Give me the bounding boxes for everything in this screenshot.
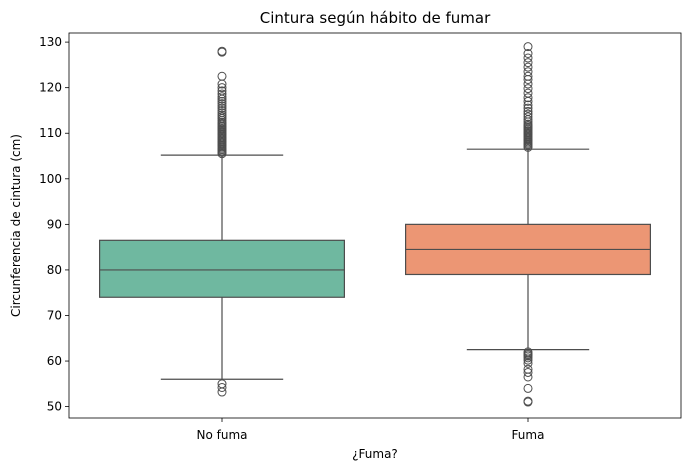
outlier-point (523, 347, 533, 357)
plot-area (98, 42, 652, 407)
outlier-point (523, 84, 533, 94)
outlier-point (523, 103, 533, 113)
outlier-point (523, 58, 533, 68)
outlier-point (523, 109, 533, 119)
y-tick-label: 130 (39, 35, 62, 49)
outlier-point (217, 89, 227, 99)
chart-title: Cintura según hábito de fumar (260, 9, 491, 27)
outlier-point (523, 67, 533, 77)
y-tick-label: 60 (47, 354, 62, 368)
outlier-point (217, 382, 227, 392)
y-tick-label: 70 (47, 308, 62, 322)
outlier-point (523, 372, 533, 382)
x-axis: No fuma Fuma (196, 418, 544, 442)
outlier-point (523, 62, 533, 72)
box-group-fuma (405, 42, 652, 407)
outlier-point (523, 93, 533, 103)
y-tick-label: 90 (47, 217, 62, 231)
outlier-point (217, 83, 227, 93)
outlier-point (523, 53, 533, 63)
outlier-point (523, 383, 533, 393)
box-group-no-fuma (98, 46, 346, 397)
outlier-point (217, 387, 227, 397)
y-tick-label: 80 (47, 263, 62, 277)
y-tick-label: 100 (39, 172, 62, 186)
outlier-point (217, 101, 227, 111)
outlier-point (217, 92, 227, 102)
outlier-point (523, 42, 533, 52)
outlier-point (217, 379, 227, 389)
y-axis-label: Circunferencia de cintura (cm) (9, 134, 23, 317)
outlier-point (217, 103, 227, 113)
outlier-point (523, 49, 533, 59)
x-tick-label: No fuma (196, 428, 247, 442)
outlier-point (217, 96, 227, 106)
y-tick-label: 50 (47, 400, 62, 414)
outlier-point (217, 46, 227, 56)
outlier-point (523, 71, 533, 81)
outlier-point (217, 71, 227, 81)
iqr-box (98, 239, 346, 298)
y-axis: 50 60 70 80 90 100 110 120 130 (39, 35, 69, 414)
outlier-point (523, 358, 533, 368)
outlier-point (217, 99, 227, 109)
outlier-point (523, 396, 533, 406)
x-tick-label: Fuma (512, 428, 545, 442)
outlier-point (523, 367, 533, 377)
outlier-point (523, 119, 533, 129)
outlier-point (523, 100, 533, 110)
outlier-point (217, 110, 227, 120)
x-axis-label: ¿Fuma? (352, 447, 398, 461)
outlier-point (523, 364, 533, 374)
outlier-point (217, 108, 227, 118)
outlier-point (523, 112, 533, 122)
outlier-point (217, 105, 227, 115)
y-tick-label: 110 (39, 126, 62, 140)
outlier-point (217, 86, 227, 96)
outlier-point (523, 106, 533, 116)
y-tick-label: 120 (39, 81, 62, 95)
outlier-point (523, 88, 533, 98)
plot-frame (68, 32, 682, 419)
outlier-point (523, 79, 533, 89)
